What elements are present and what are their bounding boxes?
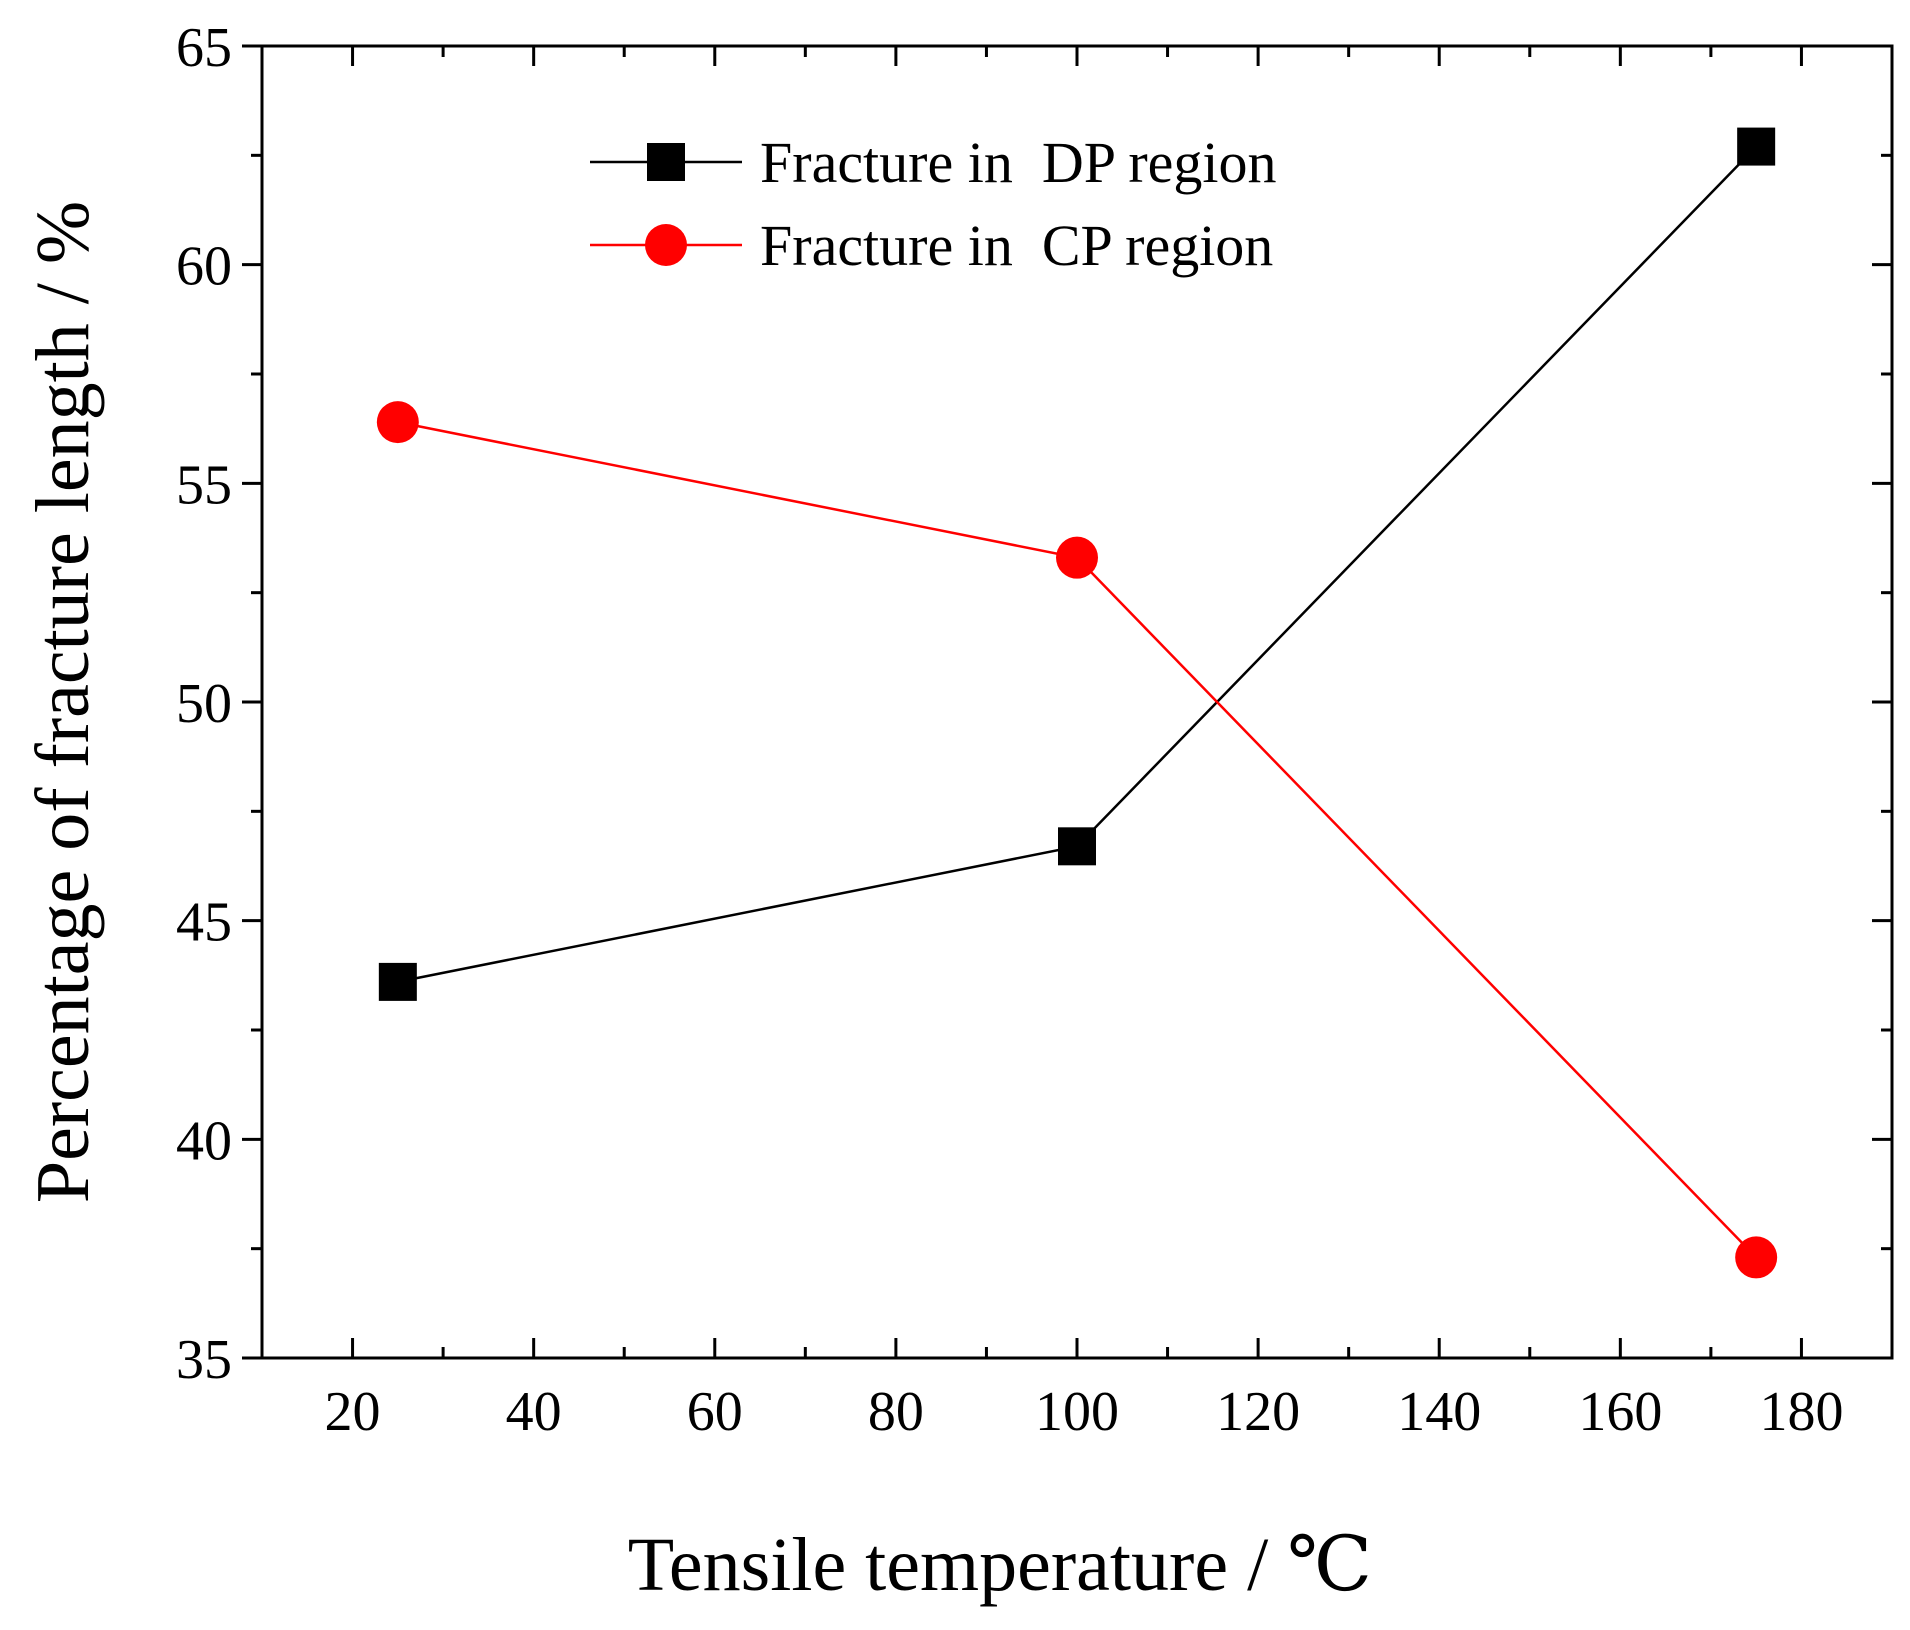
y-tick-label: 55 (176, 454, 232, 516)
legend-marker (645, 224, 687, 266)
x-tick-label: 20 (325, 1381, 381, 1443)
data-point (1737, 127, 1776, 166)
legend-marker (647, 143, 685, 181)
x-tick-label: 60 (687, 1381, 743, 1443)
x-axis-ticks: 20 40 60 80 100 120 140 160 180 (325, 46, 1843, 1443)
minor-ticks (251, 46, 1894, 1358)
legend-entry: Fracture in CP region (590, 213, 1273, 278)
data-point (1735, 1236, 1778, 1279)
y-tick-label: 65 (176, 17, 232, 79)
data-point (376, 401, 419, 444)
data-point (378, 962, 417, 1001)
x-axis-title: Tensile temperature / ℃ (628, 1523, 1372, 1607)
x-tick-label: 100 (1035, 1381, 1119, 1443)
x-tick-label: 80 (868, 1381, 924, 1443)
y-tick-label: 45 (176, 892, 232, 954)
data-point (1058, 827, 1096, 866)
x-tick-label: 160 (1578, 1381, 1662, 1443)
series-cp (376, 401, 1778, 1279)
legend-label: Fracture in DP region (760, 130, 1277, 195)
y-tick-label: 35 (176, 1329, 232, 1391)
x-tick-label: 140 (1397, 1381, 1481, 1443)
legend-label: Fracture in CP region (760, 213, 1273, 278)
series-dp (378, 127, 1776, 1001)
x-tick-label: 180 (1759, 1381, 1843, 1443)
legend-entry: Fracture in DP region (590, 130, 1277, 195)
y-axis-title: Percentage of fracture length / % (21, 201, 105, 1203)
legend: Fracture in DP region Fracture in CP regi… (590, 130, 1277, 278)
data-point (1056, 536, 1098, 579)
y-tick-label: 60 (176, 236, 232, 298)
y-axis-ticks: 35 40 45 50 55 60 65 (176, 17, 1892, 1391)
y-tick-label: 40 (176, 1110, 232, 1172)
x-tick-label: 40 (506, 1381, 562, 1443)
x-tick-label: 120 (1216, 1381, 1300, 1443)
y-tick-label: 50 (176, 673, 232, 735)
series-layer (376, 127, 1778, 1279)
